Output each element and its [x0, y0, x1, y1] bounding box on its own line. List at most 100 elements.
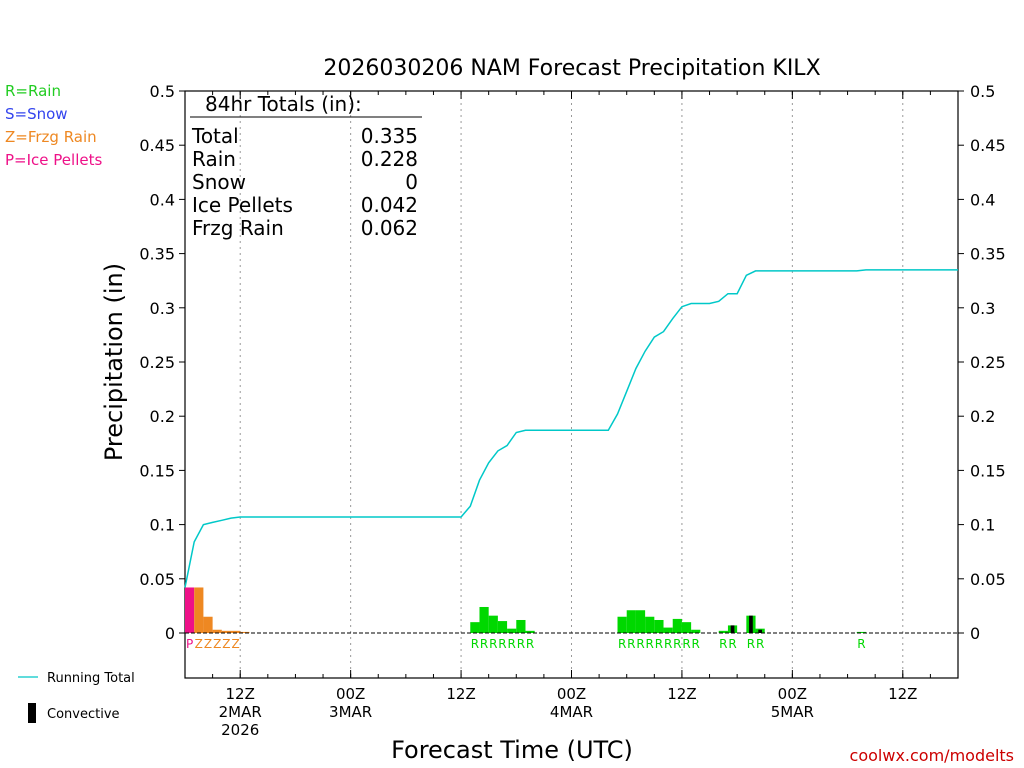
- precip-bar-15: [626, 610, 636, 633]
- precip-type-marker: R: [517, 637, 525, 651]
- precip-bar-3: [212, 629, 222, 633]
- precip-bar-18: [654, 619, 664, 633]
- precip-type-marker: R: [692, 637, 700, 651]
- running-total-line: [184, 269, 958, 588]
- precip-type-marker: Z: [222, 637, 230, 651]
- precip-type-marker: R: [673, 637, 681, 651]
- totals-value-0: 0.335: [361, 124, 418, 148]
- precip-bar-9: [488, 615, 498, 633]
- precip-type-marker: Z: [213, 637, 221, 651]
- precip-type-marker: R: [471, 637, 479, 651]
- precip-type-marker: R: [756, 637, 764, 651]
- precip-bar-14: [617, 616, 627, 633]
- series-legend: Running Total Convective: [18, 671, 135, 723]
- type-legend-item-3: P=Ice Pellets: [5, 151, 102, 169]
- precip-type-marker: Z: [204, 637, 212, 651]
- precip-type-marker: R: [655, 637, 663, 651]
- precip-bar-2: [203, 616, 213, 633]
- totals-value-2: 0: [405, 170, 418, 194]
- precip-bar-0: [185, 587, 195, 633]
- convective-bar-26: [758, 629, 762, 633]
- y-tick-label-right: 0.45: [970, 136, 1006, 155]
- y-tick-label-left: 0.05: [139, 570, 175, 589]
- totals-value-4: 0.062: [361, 216, 418, 240]
- totals-label-2: Snow: [192, 170, 246, 194]
- x-tick-label: 00Z: [557, 685, 586, 703]
- credit-label: coolwx.com/modelts: [850, 746, 1014, 765]
- precip-bars: [185, 587, 866, 633]
- y-tick-label-left: 0.4: [150, 190, 175, 209]
- precip-type-marker: R: [627, 637, 635, 651]
- precip-type-marker: R: [857, 637, 865, 651]
- precip-bar-22: [691, 629, 701, 633]
- precip-bar-13: [525, 630, 535, 633]
- totals-label-0: Total: [191, 124, 239, 148]
- totals-value-1: 0.228: [361, 147, 418, 171]
- x-tick-label: 5MAR: [771, 703, 814, 721]
- totals-label-3: Ice Pellets: [192, 193, 293, 217]
- precip-bar-11: [507, 628, 517, 633]
- y-tick-label-right: 0.5: [970, 82, 995, 101]
- precip-type-marker: R: [498, 637, 506, 651]
- precip-type-marker: R: [719, 637, 727, 651]
- precip-bar-16: [635, 610, 646, 633]
- precip-type-marker: R: [618, 637, 626, 651]
- precip-bar-12: [516, 619, 526, 633]
- grid-lines: [239, 91, 904, 678]
- precip-type-marker: R: [508, 637, 516, 651]
- y-tick-label-left: 0.45: [139, 136, 175, 155]
- convective-bar-24: [730, 625, 735, 633]
- y-tick-label-right: 0.4: [970, 190, 995, 209]
- totals-label-1: Rain: [192, 147, 236, 171]
- convective-bar-25: [749, 615, 753, 633]
- totals-heading: 84hr Totals (in):: [205, 92, 362, 116]
- precip-bar-10: [497, 621, 508, 633]
- precip-type-marker: R: [526, 637, 534, 651]
- y-axis-label: Precipitation (in): [100, 263, 128, 461]
- precip-type-marker: R: [646, 637, 654, 651]
- running-total-legend-label: Running Total: [47, 671, 135, 686]
- x-tick-label: 12Z: [667, 685, 696, 703]
- precip-bar-5: [231, 630, 241, 633]
- totals-label-4: Frzg Rain: [192, 216, 284, 240]
- x-tick-label: 12Z: [888, 685, 917, 703]
- x-tick-label: 12Z: [446, 685, 475, 703]
- type-legend-item-0: R=Rain: [5, 82, 61, 100]
- y-tick-label-right: 0.35: [970, 245, 1006, 264]
- precip-type-marker: Z: [231, 637, 239, 651]
- chart-title: 2026030206 NAM Forecast Precipitation KI…: [323, 56, 820, 81]
- x-tick-label: 2026: [221, 721, 259, 739]
- precip-type-marker: P: [186, 637, 193, 651]
- precip-bar-8: [479, 606, 489, 633]
- convective-legend-label: Convective: [47, 707, 120, 722]
- x-tick-label: 2MAR: [219, 703, 262, 721]
- x-tick-label: 12Z: [226, 685, 255, 703]
- totals-box: 84hr Totals (in): Total 0.335 Rain 0.228 Sno…: [190, 92, 422, 240]
- y-tick-label-right: 0.1: [970, 516, 995, 535]
- precip-bar-21: [681, 622, 692, 633]
- y-tick-label-right: 0.2: [970, 407, 995, 426]
- x-tick-label: 00Z: [336, 685, 365, 703]
- precip-type-legend: R=Rain S=Snow Z=Frzg Rain P=Ice Pellets: [5, 82, 102, 169]
- precip-type-marker: R: [682, 637, 690, 651]
- y-tick-label-left: 0.35: [139, 245, 175, 264]
- y-tick-label-right: 0.15: [970, 461, 1006, 480]
- precip-bar-4: [221, 630, 232, 633]
- y-tick-label-left: 0.25: [139, 353, 175, 372]
- precip-bar-23: [718, 630, 728, 633]
- type-legend-item-1: S=Snow: [5, 105, 68, 123]
- y-tick-label-left: 0.15: [139, 461, 175, 480]
- y-tick-label-left: 0.1: [150, 516, 175, 535]
- precip-bar-1: [194, 587, 204, 633]
- convective-legend-swatch: [28, 703, 36, 723]
- y-axes: 0 0 0.05 0.05 0.1 0.1 0.15 0.15 0.2 0.2 0.25 0.25 0.…: [139, 82, 1005, 643]
- precip-bar-19: [663, 627, 673, 633]
- precip-type-marker: R: [489, 637, 497, 651]
- y-tick-label-left: 0.5: [150, 82, 175, 101]
- y-tick-label-right: 0: [970, 624, 980, 643]
- precip-type-marker: Z: [195, 637, 203, 651]
- running-total-line-group: [184, 269, 958, 588]
- precip-bar-7: [470, 622, 480, 633]
